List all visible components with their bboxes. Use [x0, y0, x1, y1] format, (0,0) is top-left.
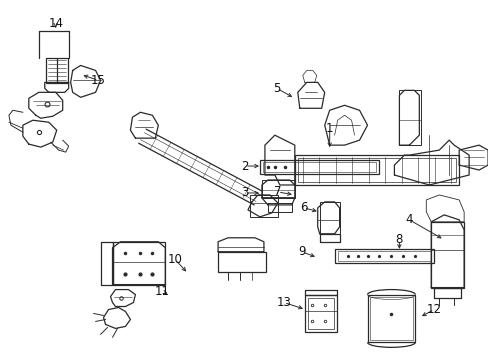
Text: 3: 3	[241, 186, 248, 199]
Bar	[267, 203, 291, 212]
Bar	[304, 294, 336, 332]
Bar	[294, 155, 458, 185]
Text: 8: 8	[395, 233, 402, 246]
Text: 11: 11	[155, 285, 169, 298]
Text: 6: 6	[300, 201, 307, 215]
Bar	[334, 249, 433, 263]
Bar	[319, 202, 339, 234]
Bar	[249, 195, 277, 217]
Bar	[369, 297, 412, 340]
Bar	[112, 242, 165, 285]
Bar	[430, 222, 463, 288]
Text: 9: 9	[297, 245, 305, 258]
Bar	[367, 294, 414, 342]
Bar	[46, 58, 67, 84]
Bar	[263, 162, 376, 172]
Text: 4: 4	[405, 213, 412, 226]
Bar	[260, 160, 379, 174]
Bar	[218, 252, 265, 272]
Text: 2: 2	[241, 159, 248, 172]
Text: 13: 13	[276, 296, 291, 309]
Text: 14: 14	[48, 17, 63, 30]
Text: 7: 7	[274, 185, 281, 198]
Bar	[307, 298, 333, 329]
Bar	[297, 158, 455, 182]
Text: 12: 12	[426, 303, 441, 316]
Text: 15: 15	[91, 74, 106, 87]
Bar	[399, 90, 421, 145]
Text: 5: 5	[273, 82, 280, 95]
Bar	[337, 251, 430, 261]
Text: 10: 10	[167, 253, 183, 266]
Text: 1: 1	[325, 122, 333, 135]
Bar	[262, 180, 294, 198]
